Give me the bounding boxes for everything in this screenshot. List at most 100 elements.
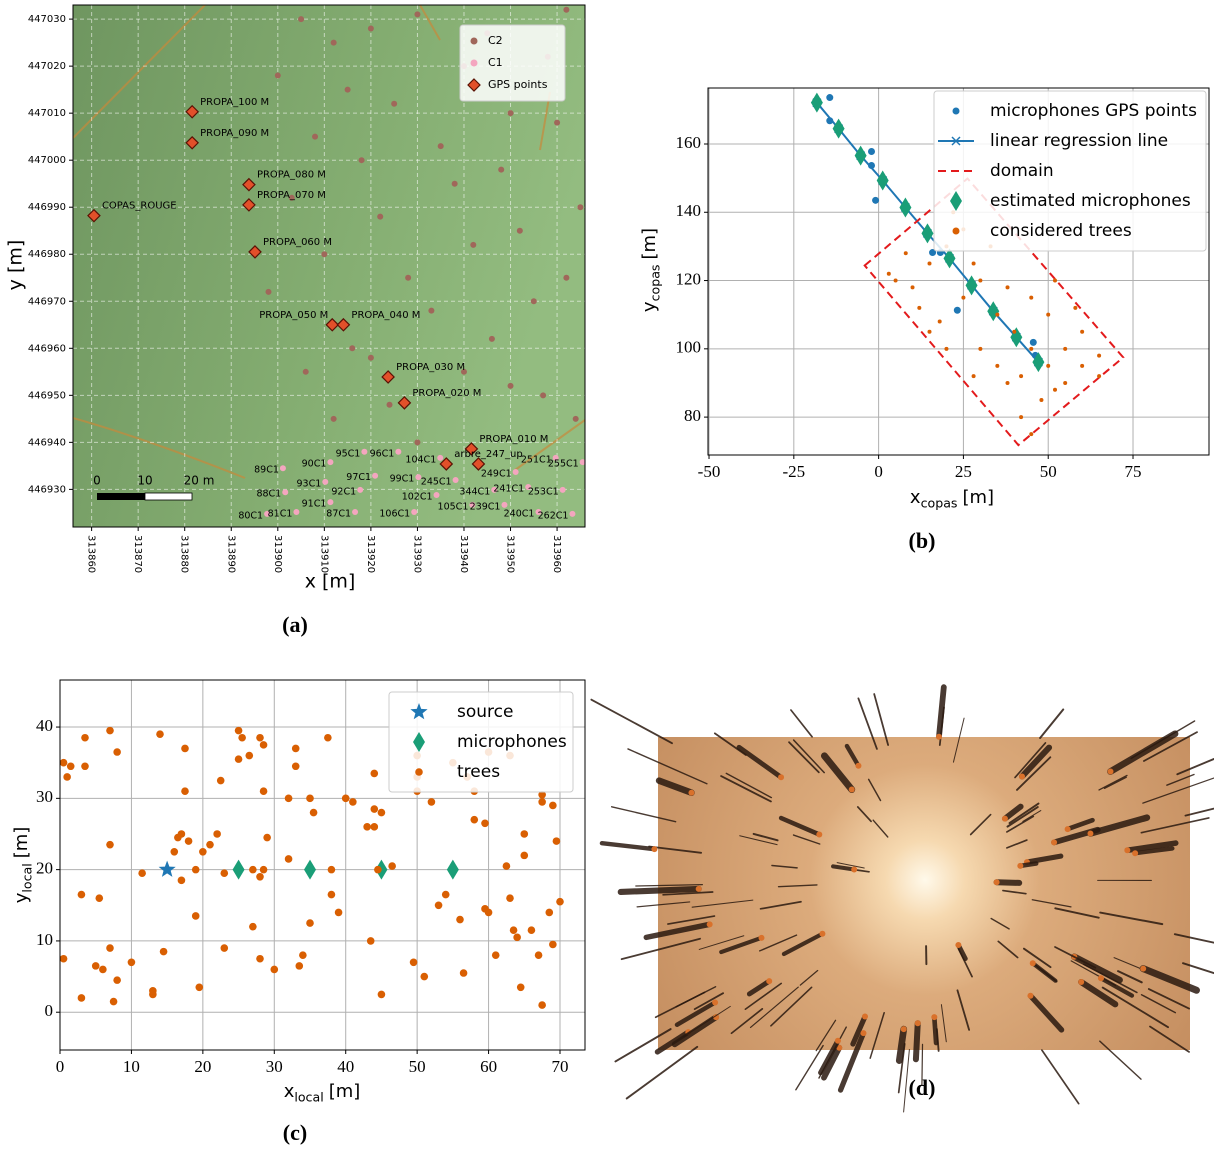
- legend-marker: [415, 768, 423, 776]
- data-point: [488, 335, 495, 342]
- tree-streak: [792, 834, 821, 845]
- data-point: [377, 990, 386, 999]
- tree-base: [848, 786, 855, 793]
- legend-box: [933, 90, 1207, 252]
- data-point: [886, 271, 891, 276]
- data-point: [867, 147, 875, 155]
- legend-label: microphones: [457, 732, 567, 752]
- data-point: [259, 741, 268, 749]
- data-point: [106, 944, 114, 952]
- tree-streak: [599, 840, 657, 852]
- legend-box: [459, 24, 566, 102]
- data-point: [520, 851, 529, 860]
- tree-streak: [1098, 976, 1135, 998]
- point-label: 90C1: [302, 459, 327, 470]
- data-point: [552, 837, 561, 845]
- legend-marker: [950, 191, 962, 211]
- tree-streak: [935, 1028, 940, 1052]
- data-point: [872, 196, 880, 204]
- data-point: [535, 508, 542, 515]
- tree-streak: [1099, 911, 1164, 926]
- data-point: [181, 787, 189, 796]
- tree-base: [706, 921, 713, 928]
- data-point: [1029, 346, 1034, 351]
- tree-streak: [872, 819, 889, 838]
- point-label: PROPA_060 M: [263, 237, 332, 248]
- data-point: [388, 862, 396, 870]
- legend-label: C1: [488, 56, 503, 69]
- axis-label: ycopas [m]: [639, 228, 662, 312]
- tree-streak: [1101, 986, 1169, 1029]
- data-point: [325, 317, 340, 332]
- data-point: [1019, 374, 1024, 379]
- tree-streak: [719, 935, 764, 955]
- data-point: [876, 170, 889, 191]
- map-road: [539, 91, 551, 151]
- legend-marker: [410, 703, 428, 720]
- data-point: [284, 855, 293, 863]
- tree-streak: [759, 900, 802, 910]
- tree-streak: [778, 815, 822, 837]
- point-label: PROPA_090 M: [200, 128, 269, 139]
- tree-streak: [857, 697, 878, 750]
- data-point: [464, 442, 479, 456]
- data-point: [220, 869, 229, 877]
- data-point: [420, 972, 429, 981]
- tree-streak: [636, 901, 691, 908]
- tree-streak: [648, 845, 703, 854]
- tree-streak: [1014, 742, 1047, 779]
- data-point: [854, 145, 867, 166]
- data-point: [395, 448, 402, 455]
- axis-label: xlocal [m]: [284, 1081, 361, 1104]
- axis-label: x [m]: [305, 571, 356, 593]
- legend-label: linear regression line: [990, 131, 1168, 151]
- data-point: [943, 248, 956, 269]
- data-point: [428, 307, 435, 314]
- data-point: [159, 947, 168, 956]
- tree-streak: [739, 835, 778, 846]
- data-point: [372, 472, 379, 479]
- data-point: [77, 994, 86, 1002]
- data-point: [185, 135, 200, 150]
- legend-marker: [467, 78, 481, 92]
- data-point: [437, 143, 444, 150]
- point-label: PROPA_010 M: [479, 434, 548, 445]
- data-point: [534, 951, 543, 959]
- legend-label: C2: [488, 34, 503, 47]
- data-point: [234, 726, 243, 735]
- tree-base: [1027, 992, 1034, 999]
- point-label: 105C1: [438, 501, 469, 512]
- data-point: [295, 962, 304, 970]
- data-point: [903, 251, 908, 256]
- scale-bar-label: 20 m: [184, 474, 215, 488]
- scale-bar-label: 0: [93, 474, 101, 488]
- data-point: [391, 100, 398, 107]
- tree-streak: [752, 832, 779, 842]
- data-point: [113, 748, 121, 756]
- legend-box: [388, 691, 574, 793]
- data-point: [1097, 374, 1102, 379]
- axis-label: xcopas [m]: [910, 487, 994, 510]
- point-label: 239C1: [470, 501, 501, 512]
- x-tick-label: 10: [123, 1057, 140, 1076]
- tree-streak: [1006, 815, 1035, 833]
- data-point: [279, 465, 286, 472]
- map-road: [419, 5, 441, 41]
- y-tick-label: 120: [676, 269, 702, 288]
- tree-streak: [1041, 1049, 1080, 1105]
- tree-streak: [713, 732, 747, 756]
- data-point: [978, 346, 983, 351]
- tree-base: [851, 866, 858, 873]
- x-tick-label: 313930: [411, 535, 422, 573]
- tree-base: [766, 978, 773, 985]
- tree-streak: [790, 709, 813, 738]
- data-point: [361, 448, 368, 455]
- data-point: [138, 869, 146, 877]
- data-point: [374, 865, 382, 874]
- tree-streak: [1054, 946, 1097, 969]
- data-point: [484, 908, 493, 917]
- tree-streak: [627, 748, 708, 785]
- tree-streak: [1103, 776, 1127, 790]
- point-label: 88C1: [256, 489, 281, 500]
- tree-base: [1064, 826, 1071, 833]
